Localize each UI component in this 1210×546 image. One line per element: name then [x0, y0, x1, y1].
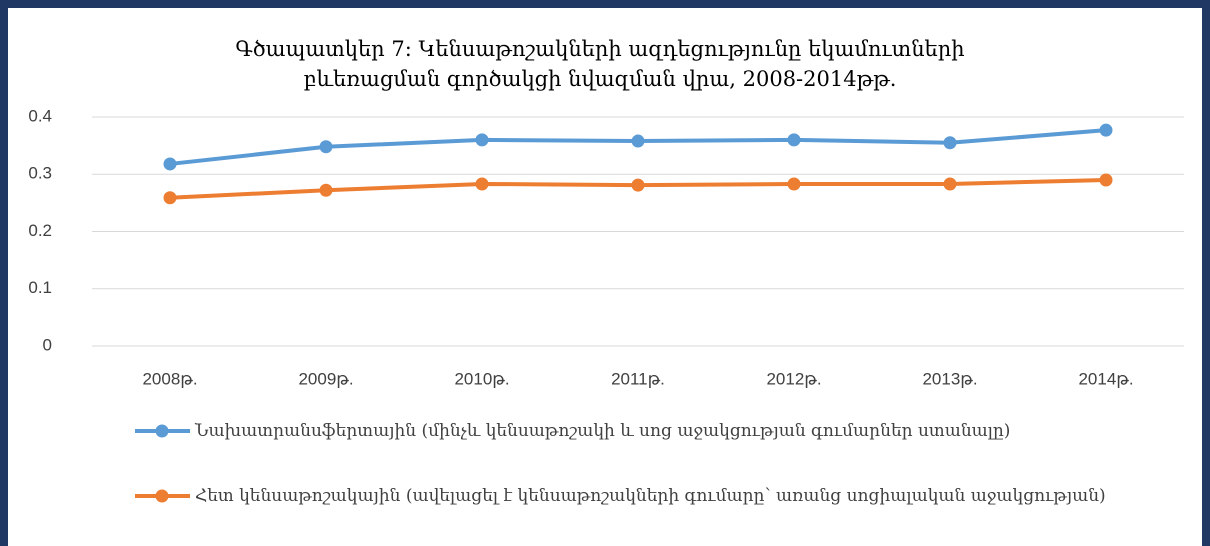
series-marker: [631, 178, 645, 192]
series-marker: [475, 177, 489, 191]
legend-marker: [155, 489, 169, 503]
series-marker: [319, 140, 333, 154]
x-tick-label: 2009թ.: [298, 369, 353, 388]
series-marker: [319, 183, 333, 197]
x-tick-label: 2008թ.: [142, 369, 197, 388]
legend-label: Նախատրանսֆերտային (մինչև կենսաթոշակի և ս…: [195, 421, 1011, 441]
series-marker: [787, 133, 801, 147]
series-marker: [163, 157, 177, 171]
y-tick-label: 0.4: [28, 106, 52, 125]
y-tick-label: 0.3: [28, 164, 52, 183]
series-marker: [631, 134, 645, 148]
series-marker: [163, 191, 177, 205]
x-tick-label: 2014թ.: [1078, 369, 1133, 388]
legend-label: Հետ կենսաթոշակային (ավելացել է կենսաթոշա…: [195, 486, 1106, 506]
series-marker: [1099, 173, 1113, 187]
x-tick-label: 2011թ.: [611, 369, 665, 388]
x-tick-label: 2013թ.: [922, 369, 977, 388]
series-marker: [475, 133, 489, 147]
series-marker: [1099, 123, 1113, 137]
x-tick-label: 2012թ.: [766, 369, 821, 388]
y-tick-label: 0.1: [28, 278, 52, 297]
x-tick-label: 2010թ.: [454, 369, 509, 388]
y-tick-label: 0: [43, 335, 52, 354]
series-marker: [943, 177, 957, 191]
legend-marker: [155, 424, 169, 438]
chart-title: Գծապատկեր 7: Կենսաթոշակների ազդեցություն…: [235, 37, 965, 91]
y-tick-label: 0.2: [28, 221, 52, 240]
series-marker: [787, 177, 801, 191]
series-marker: [943, 136, 957, 150]
